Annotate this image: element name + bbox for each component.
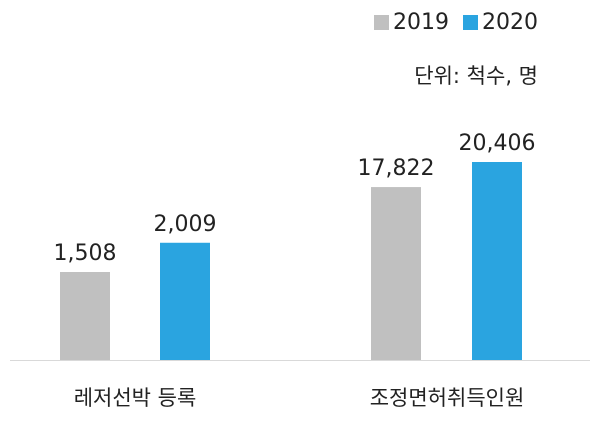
bar-2020-2 [472, 162, 522, 360]
legend-label-2019: 2019 [393, 10, 449, 35]
legend-swatch-2020 [463, 15, 478, 30]
data-label-2020-1: 2,009 [154, 212, 217, 237]
category-label-1: 레저선박 등록 [74, 386, 197, 410]
data-label-2019-1: 1,508 [54, 241, 117, 266]
data-label-2019-2: 17,822 [358, 156, 435, 181]
bar-2020-1 [160, 242, 210, 360]
bar-2019-1 [60, 272, 110, 360]
legend-item-2020: 2020 [463, 10, 538, 35]
legend-label-2020: 2020 [482, 10, 538, 35]
data-label-2020-2: 20,406 [459, 131, 536, 156]
category-label-2: 조정면허취득인원 [370, 386, 525, 410]
bar-2019-2 [371, 187, 421, 360]
unit-label: 단위: 척수, 명 [414, 64, 538, 88]
legend-swatch-2019 [374, 15, 389, 30]
legend-item-2019: 2019 [374, 10, 449, 35]
legend: 2019 2020 [374, 10, 538, 35]
